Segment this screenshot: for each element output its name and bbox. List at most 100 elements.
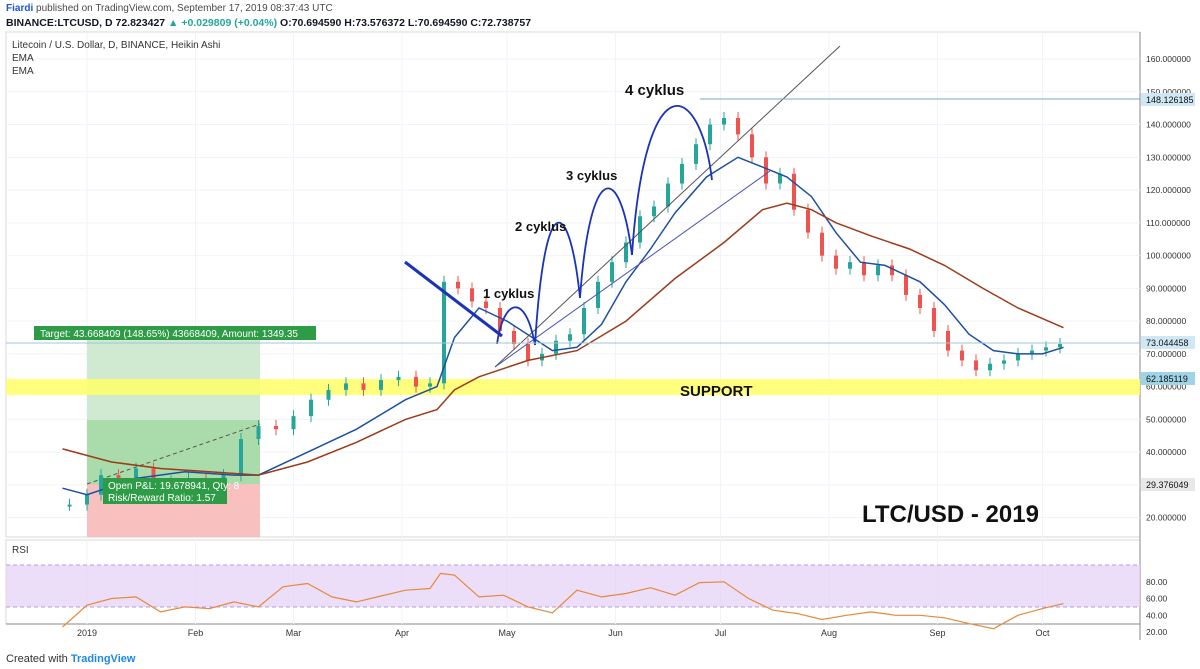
candle-body (946, 330, 950, 351)
time-tick-label: Jul (715, 628, 727, 638)
time-tick-label: Aug (821, 628, 837, 638)
cycle-4-arc[interactable] (631, 105, 713, 256)
badge-support (1141, 372, 1195, 385)
badge-top-line (1141, 93, 1195, 106)
author-name[interactable]: Fiardi (6, 3, 34, 14)
candle-body (361, 383, 366, 390)
candle-body (291, 416, 296, 430)
candle-body (862, 262, 866, 276)
ema-slow-line (62, 202, 1064, 476)
candle-body (239, 439, 243, 476)
cycle-3-arc[interactable] (579, 187, 633, 299)
candle-body (396, 376, 401, 381)
candle-body (1002, 360, 1006, 364)
candle-body (470, 288, 474, 302)
candle-body (652, 206, 656, 217)
candle-body (256, 425, 261, 440)
price-tick-label: 20.000000 (1146, 513, 1186, 523)
rsi-band (6, 565, 1140, 607)
chart-legend-title: Litecoin / U.S. Dollar, D, BINANCE, Heik… (12, 40, 220, 51)
candle-body (379, 380, 383, 390)
downtrend-line[interactable] (404, 260, 503, 338)
price-tick-label: 70.000000 (1146, 349, 1186, 359)
symbol: BINANCE:LTCUSD, D (6, 17, 113, 29)
price-tick-label: 60.000000 (1146, 382, 1186, 392)
price-tick-labels: 20.00000030.00000040.00000050.00000060.0… (1146, 54, 1191, 523)
price-tick-label: 150.000000 (1146, 87, 1191, 97)
time-tick-label: 2019 (77, 628, 97, 638)
cycle-1-label: 1 cyklus (483, 286, 534, 301)
support-band[interactable] (6, 379, 1140, 395)
candle-body (596, 281, 600, 309)
cycle-4-label: 4 cyklus (625, 82, 684, 99)
time-tick-label: Jun (608, 628, 623, 638)
badge-stop (1141, 478, 1195, 491)
price-tick-label: 90.000000 (1146, 283, 1186, 293)
target-box[interactable] (34, 326, 316, 340)
candle-body (610, 262, 614, 282)
tradingview-logo[interactable]: TradingView (70, 653, 136, 665)
candle-body (904, 275, 908, 295)
candle-body (498, 308, 502, 331)
candle-body (820, 232, 824, 256)
time-tick-label: Sep (929, 628, 945, 638)
badge-support-text: 62.185119 (1146, 374, 1188, 384)
candle-body (134, 468, 138, 482)
rsi-tick-labels: 20.00 40.00 60.00 80.00 (1146, 577, 1168, 637)
rsi-tick-label: 20.00 (1146, 627, 1168, 637)
candle-body (442, 281, 446, 384)
price-tick-label: 80.000000 (1146, 316, 1186, 326)
symbol-line: BINANCE:LTCUSD, D 72.823427 ▲ +0.029809 … (6, 17, 531, 29)
candle-body (988, 363, 992, 371)
price-now: 72.823427 (115, 17, 166, 29)
candle-body (99, 475, 103, 495)
candle-body (309, 399, 313, 417)
candle-body (624, 242, 628, 263)
candle-body (582, 308, 586, 335)
price-tick-label: 130.000000 (1146, 152, 1191, 162)
candle-body (1058, 344, 1062, 348)
candle-body (638, 216, 642, 243)
price-tick-label: 40.000000 (1146, 447, 1186, 457)
support-label: SUPPORT (680, 383, 753, 400)
chart-big-title: LTC/USD - 2019 (862, 501, 1039, 528)
price-tick-label: 160.000000 (1146, 54, 1191, 64)
rsi-line (62, 572, 1064, 630)
candle-body (792, 173, 796, 210)
cycle-1-arc[interactable] (496, 306, 536, 346)
candle-body (876, 265, 880, 276)
candle-body (456, 281, 460, 289)
time-tick-label: Feb (188, 628, 204, 638)
cycle-2-arc[interactable] (534, 221, 581, 346)
time-tick-labels: 2019 Feb Mar Apr May Jun Jul Aug Sep Oct (77, 628, 1050, 638)
candle-body (960, 350, 964, 361)
heikin-ashi-candles (67, 112, 1062, 511)
candle-body (1030, 350, 1034, 354)
candle-body (848, 262, 852, 269)
publish-line: Fiardi published on TradingView.com, Sep… (6, 3, 333, 14)
candle-body (1044, 347, 1048, 351)
candle-body (414, 376, 418, 387)
candle-body (526, 344, 530, 361)
badge-stop-text: 29.376049 (1146, 480, 1189, 490)
rsi-tick-label: 60.00 (1146, 594, 1168, 604)
time-tick-label: Oct (1035, 628, 1050, 638)
target-text: Target: 43.668409 (148.65%) 43668409, Am… (40, 329, 298, 340)
candle-body (326, 389, 331, 400)
rsi-tick-label: 80.00 (1146, 577, 1168, 587)
ema2-legend[interactable]: EMA (12, 66, 34, 77)
price-tick-label: 50.000000 (1146, 414, 1186, 424)
price-tick-label: 120.000000 (1146, 185, 1191, 195)
candle-body (918, 294, 922, 309)
support-trendline[interactable] (494, 170, 771, 368)
candle-body (67, 504, 72, 507)
candle-body (680, 163, 684, 184)
pnl-box[interactable] (103, 478, 227, 504)
candle-body (568, 334, 572, 341)
ema1-legend[interactable]: EMA (12, 53, 34, 64)
candle-body (806, 209, 810, 233)
rsi-label: RSI (12, 545, 29, 556)
candle-body (85, 494, 89, 505)
footer: Created with TradingView (6, 653, 135, 665)
